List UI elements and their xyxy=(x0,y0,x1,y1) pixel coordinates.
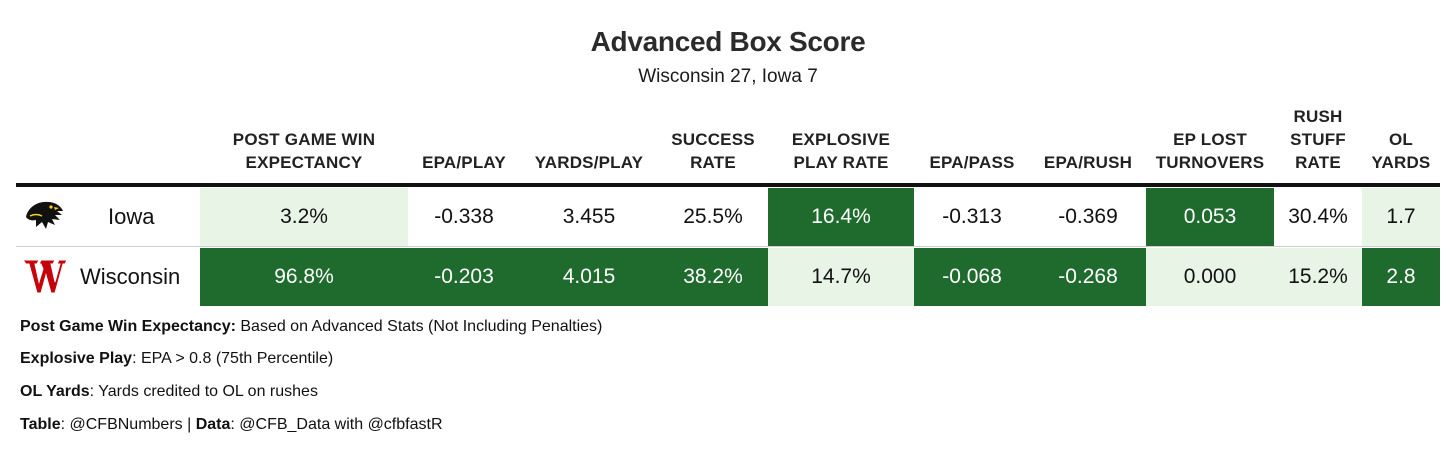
table-cell: 4.015 xyxy=(520,248,658,306)
note-label: Explosive Play xyxy=(20,350,133,367)
credits-data-text: : @CFB_Data with @cfbfastR xyxy=(230,416,443,433)
note-text: Based on Advanced Stats (Not Including P… xyxy=(235,318,603,335)
table-cell: 0.053 xyxy=(1146,188,1274,246)
wisconsin-motion-w-logo-icon xyxy=(22,259,68,294)
note-label: OL Yards xyxy=(20,383,90,400)
column-header: EPA/PASS xyxy=(929,153,1015,172)
table-cell: -0.203 xyxy=(408,248,520,306)
header-rule xyxy=(16,183,1440,187)
table-cell: 1.7 xyxy=(1362,188,1440,246)
table-cell: 3.455 xyxy=(562,205,616,228)
team-name-iowa: Iowa xyxy=(108,204,155,229)
column-header: SUCCESS RATE xyxy=(671,130,755,172)
table-cell: 30.4% xyxy=(1288,205,1348,228)
table-cell: -0.068 xyxy=(914,248,1030,306)
column-header: EPA/PLAY xyxy=(422,153,506,172)
table-cell: 3.2% xyxy=(200,188,408,246)
chart-title: Advanced Box Score xyxy=(590,26,866,57)
row-separator xyxy=(16,246,1440,247)
table-cell: -0.313 xyxy=(942,205,1002,228)
team-name-wisconsin: Wisconsin xyxy=(80,264,181,289)
credits-line: Table: @CFBNumbers | Data: @CFB_Data wit… xyxy=(20,416,443,434)
table-cell: 96.8% xyxy=(200,248,408,306)
table-cell: 16.4% xyxy=(768,188,914,246)
column-header: YARDS/PLAY xyxy=(534,153,644,172)
table-cell: -0.338 xyxy=(434,205,494,228)
note-text: : EPA > 0.8 (75th Percentile) xyxy=(132,350,334,367)
note-text: : Yards credited to OL on rushes xyxy=(89,383,318,400)
table-cell: 38.2% xyxy=(658,248,768,306)
credits-table-text: : @CFBNumbers | xyxy=(60,416,196,433)
column-header: EPA/RUSH xyxy=(1043,153,1133,172)
credits-table-label: Table xyxy=(20,416,61,433)
column-header: RUSH STUFF RATE xyxy=(1290,107,1346,172)
table-cell: 14.7% xyxy=(768,248,914,306)
table-cell: -0.268 xyxy=(1030,248,1146,306)
column-header: EP LOST TURNOVERS xyxy=(1155,130,1265,172)
column-header: POST GAME WIN EXPECTANCY xyxy=(232,130,376,172)
column-header: OL YARDS xyxy=(1371,130,1431,172)
table-cell: -0.369 xyxy=(1058,205,1118,228)
table-cell: 25.5% xyxy=(683,205,743,228)
note-label: Post Game Win Expectancy xyxy=(20,318,231,335)
iowa-hawkeye-logo-icon xyxy=(26,201,63,229)
table-cell: 2.8 xyxy=(1362,248,1440,306)
table-cell: 0.000 xyxy=(1146,248,1274,306)
table-cell: 15.2% xyxy=(1274,248,1362,306)
column-header: EXPLOSIVE PLAY RATE xyxy=(791,130,891,172)
note-explosive-play: Explosive Play: EPA > 0.8 (75th Percenti… xyxy=(20,350,333,368)
note-win-expectancy: Post Game Win Expectancy: Based on Advan… xyxy=(20,318,603,335)
credits-data-label: Data xyxy=(195,416,231,433)
chart-subtitle: Wisconsin 27, Iowa 7 xyxy=(638,66,818,87)
note-ol-yards: OL Yards: Yards credited to OL on rushes xyxy=(20,383,318,401)
